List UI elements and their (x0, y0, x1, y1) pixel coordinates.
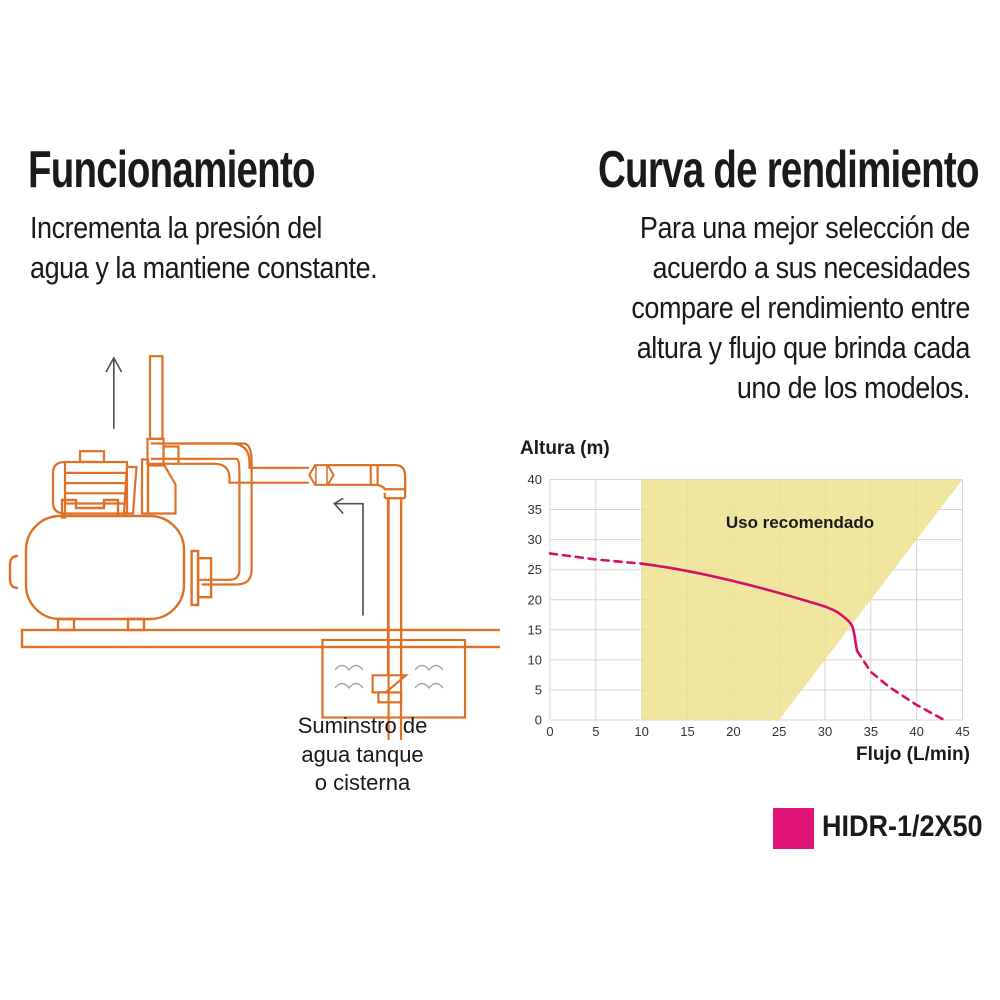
svg-text:40: 40 (909, 724, 923, 739)
svg-text:0: 0 (535, 712, 542, 727)
svg-text:25: 25 (772, 724, 786, 739)
svg-text:20: 20 (528, 592, 542, 607)
svg-text:5: 5 (592, 724, 599, 739)
svg-text:20: 20 (726, 724, 740, 739)
svg-text:10: 10 (528, 652, 542, 667)
svg-text:30: 30 (528, 532, 542, 547)
svg-text:15: 15 (680, 724, 694, 739)
svg-text:15: 15 (528, 622, 542, 637)
svg-text:0: 0 (546, 724, 553, 739)
svg-text:30: 30 (818, 724, 832, 739)
svg-text:Flujo (L/min): Flujo (L/min) (856, 744, 970, 765)
svg-text:35: 35 (864, 724, 878, 739)
svg-text:40: 40 (528, 472, 542, 487)
svg-text:45: 45 (955, 724, 969, 739)
svg-text:25: 25 (528, 562, 542, 577)
svg-text:Uso recomendado: Uso recomendado (726, 513, 874, 532)
svg-text:5: 5 (535, 682, 542, 697)
svg-text:10: 10 (634, 724, 648, 739)
svg-text:35: 35 (528, 502, 542, 517)
